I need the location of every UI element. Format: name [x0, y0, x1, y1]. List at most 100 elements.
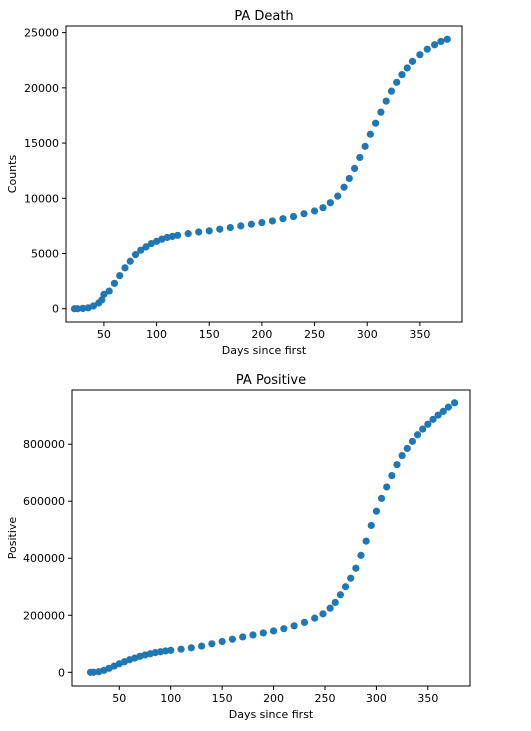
- data-point: [382, 97, 390, 105]
- data-point: [439, 407, 447, 415]
- x-axis-label: Days since first: [222, 344, 307, 357]
- data-point: [366, 130, 374, 138]
- data-point: [367, 521, 375, 530]
- data-point: [319, 204, 327, 212]
- subplot-2: 50 100 150 200 250 300 350 0 200000 400000 600000 8…: [6, 373, 471, 721]
- data-point: [100, 290, 108, 298]
- data-point: [174, 231, 182, 239]
- x-tick-label: 150: [212, 692, 233, 705]
- data-point: [393, 78, 401, 86]
- x-tick-label: 100: [160, 692, 181, 705]
- data-point: [259, 629, 267, 637]
- x-tick-label: 300: [357, 328, 378, 341]
- data-point: [116, 272, 124, 280]
- y-axis-label: Counts: [6, 155, 19, 194]
- data-point: [289, 212, 298, 221]
- data-point: [424, 420, 432, 428]
- data-point: [393, 461, 401, 469]
- data-point: [387, 87, 396, 95]
- x-tick-label: 250: [304, 328, 325, 341]
- data-point: [280, 625, 288, 633]
- data-point: [377, 494, 386, 502]
- data-point: [131, 251, 140, 259]
- data-point: [345, 174, 353, 183]
- axes-frame: [65, 25, 463, 323]
- y-tick-label: 20000: [24, 82, 59, 95]
- data-point: [208, 640, 216, 648]
- data-point: [218, 637, 226, 646]
- data-point: [187, 644, 195, 652]
- x-tick-label: 200: [263, 692, 284, 705]
- data-point: [413, 431, 422, 439]
- data-point: [237, 222, 245, 230]
- data-point: [310, 207, 319, 215]
- data-point: [326, 604, 334, 612]
- y-tick-label: 800000: [23, 438, 65, 451]
- data-point: [408, 437, 417, 445]
- data-point: [423, 45, 431, 53]
- data-point: [431, 41, 439, 49]
- data-point: [398, 451, 406, 460]
- data-point: [167, 646, 175, 654]
- data-point: [352, 564, 360, 572]
- x-tick-label: 50: [112, 692, 126, 705]
- data-point: [444, 403, 452, 411]
- data-series: [86, 399, 459, 676]
- data-point: [110, 279, 119, 287]
- data-point: [268, 217, 277, 225]
- data-point: [350, 164, 359, 173]
- data-point: [357, 551, 365, 559]
- data-point: [356, 153, 364, 162]
- data-point: [419, 425, 427, 433]
- data-point: [362, 537, 370, 545]
- y-tick-label: 400000: [23, 552, 65, 565]
- x-axis-label: Days since first: [229, 708, 314, 721]
- data-series: [70, 35, 451, 313]
- data-point: [340, 183, 348, 191]
- y-tick-label: 0: [58, 666, 65, 679]
- data-point: [105, 287, 113, 295]
- y-tick-label: 0: [52, 303, 59, 316]
- data-point: [336, 591, 345, 599]
- data-point: [195, 228, 203, 236]
- data-point: [300, 210, 308, 218]
- data-point: [126, 257, 134, 265]
- data-point: [403, 64, 411, 72]
- x-tick-label: 300: [366, 692, 387, 705]
- data-point: [326, 199, 334, 207]
- data-point: [331, 598, 339, 607]
- y-axis-label: Positive: [6, 517, 19, 560]
- x-tick-label: 250: [314, 692, 335, 705]
- y-tick-label: 200000: [23, 609, 65, 622]
- data-point: [403, 444, 411, 453]
- data-point: [177, 645, 185, 653]
- data-point: [226, 223, 234, 232]
- data-point: [450, 399, 459, 407]
- data-point: [290, 622, 298, 630]
- data-point: [279, 215, 287, 223]
- chart-title: PA Death: [234, 9, 293, 24]
- data-point: [372, 507, 381, 515]
- data-point: [249, 631, 257, 639]
- data-point: [137, 246, 145, 254]
- data-point: [434, 411, 442, 419]
- x-tick-label: 350: [409, 328, 430, 341]
- x-tick-label: 200: [251, 328, 272, 341]
- data-point: [142, 243, 150, 251]
- data-point: [377, 108, 385, 116]
- data-point: [73, 305, 82, 313]
- data-point: [443, 35, 451, 43]
- data-point: [416, 51, 424, 59]
- subplot-1: 50 100 150 200 250 300 350 0 5000 10000 15000 20000…: [6, 9, 463, 357]
- data-point: [347, 574, 355, 582]
- x-tick-label: 50: [97, 328, 111, 341]
- data-point: [89, 302, 97, 310]
- chart-title: PA Positive: [236, 373, 306, 388]
- data-point: [311, 614, 319, 622]
- data-point: [197, 642, 206, 650]
- data-point: [98, 296, 106, 304]
- data-point: [247, 220, 255, 228]
- data-point: [372, 119, 380, 127]
- data-point: [216, 225, 224, 233]
